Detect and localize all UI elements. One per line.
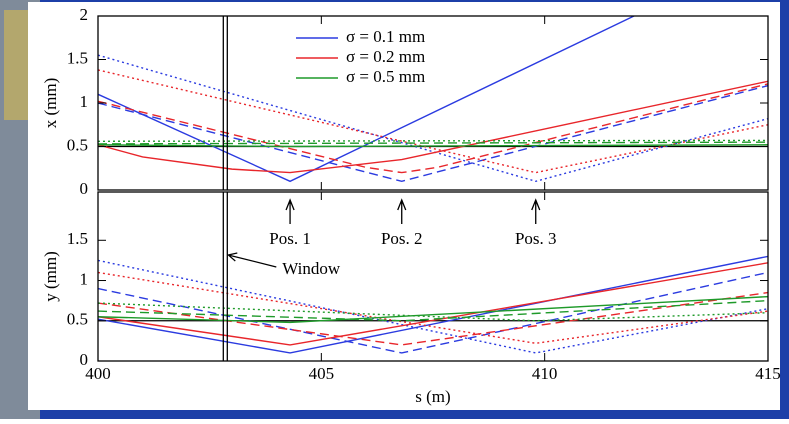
- y-tick-label: 1.5: [67, 229, 88, 248]
- annotation-label: Pos. 3: [515, 229, 557, 248]
- data-line: [98, 299, 768, 322]
- y-tick-label: 0: [80, 350, 89, 369]
- y-axis-label: x (mm): [41, 78, 60, 129]
- data-line: [98, 271, 768, 354]
- y-tick-label: 1.5: [67, 48, 88, 67]
- data-line: [98, 295, 768, 324]
- window-arrow: [226, 252, 277, 268]
- annotation-arrow: [397, 198, 407, 224]
- x-tick-label: 405: [309, 364, 335, 383]
- legend-label: σ = 0.2 mm: [346, 47, 425, 66]
- y-tick-label: 1: [80, 92, 89, 111]
- x-tick-label: 400: [85, 364, 111, 383]
- data-line: [98, 16, 635, 183]
- plot-lines: [98, 255, 768, 354]
- data-line: [98, 262, 768, 346]
- window-label: Window: [282, 259, 341, 278]
- data-line: [98, 259, 768, 354]
- data-line: [98, 139, 768, 142]
- y-tick-label: 2: [80, 5, 89, 24]
- data-line: [98, 302, 768, 322]
- y-tick-label: 0.5: [67, 135, 88, 154]
- data-line: [98, 54, 768, 183]
- y-axis-label: y (mm): [41, 251, 60, 302]
- y-tick-label: 0.5: [67, 310, 88, 329]
- plot-frame: [97, 15, 769, 191]
- y-tick-label: 0: [80, 179, 89, 198]
- x-tick-label: 415: [755, 364, 781, 383]
- y-tick-label: 1: [80, 269, 89, 288]
- annotation-label: Pos. 2: [381, 229, 423, 248]
- annotation-arrow: [285, 198, 295, 224]
- x-tick-label: 410: [532, 364, 558, 383]
- plot-lines: [98, 16, 768, 183]
- plot-frame: [97, 191, 769, 362]
- legend-label: σ = 0.1 mm: [346, 27, 425, 46]
- data-line: [98, 291, 768, 346]
- annotation-label: Pos. 1: [269, 229, 311, 248]
- data-line: [98, 83, 768, 174]
- data-line: [98, 84, 768, 183]
- data-line: [98, 144, 768, 148]
- annotation-arrow: [531, 198, 541, 224]
- data-line: [98, 255, 768, 354]
- x-axis-label: s (m): [415, 387, 450, 406]
- legend-label: σ = 0.5 mm: [346, 67, 425, 86]
